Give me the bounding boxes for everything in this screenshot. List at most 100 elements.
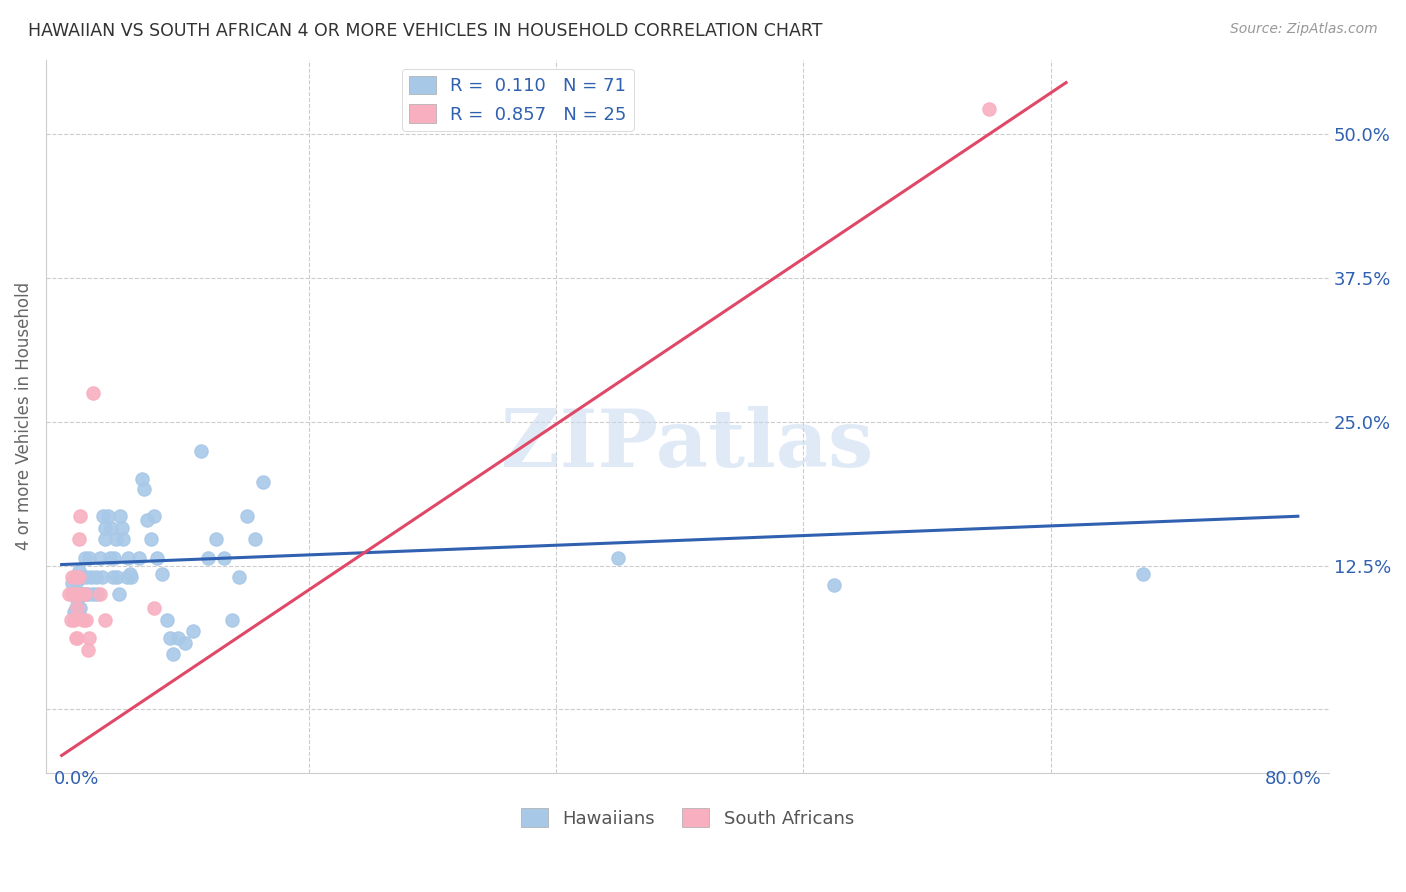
Point [67, 533, 90, 547]
Point [65, 631, 87, 645]
Point [97, 509, 120, 524]
Point [79, 550, 101, 565]
Point [75, 587, 97, 601]
Point [156, 613, 179, 627]
Point [112, 533, 135, 547]
Point [135, 513, 157, 527]
Point [65, 587, 87, 601]
Point [67, 570, 90, 584]
Point [252, 475, 274, 489]
Point [111, 521, 134, 535]
Point [166, 631, 188, 645]
Point [65, 570, 87, 584]
Point [236, 509, 259, 524]
Point [89, 550, 111, 565]
Point [73, 550, 96, 565]
Text: 80.0%: 80.0% [1264, 771, 1322, 789]
Point [69, 601, 91, 615]
Point [93, 509, 115, 524]
Point [197, 550, 219, 565]
Point [141, 533, 163, 547]
Point [63, 587, 86, 601]
Point [143, 601, 166, 615]
Point [128, 550, 150, 565]
Point [243, 533, 266, 547]
Point [62, 576, 84, 591]
Point [67, 587, 90, 601]
Point [75, 613, 97, 627]
Point [66, 593, 89, 607]
Point [77, 642, 100, 657]
Point [70, 587, 93, 601]
Point [66, 587, 89, 601]
Point [101, 570, 124, 584]
Point [70, 570, 93, 584]
Point [58, 587, 80, 601]
Point [174, 636, 197, 650]
Point [132, 482, 155, 496]
Point [62, 587, 84, 601]
Point [977, 102, 1000, 116]
Point [108, 587, 131, 601]
Text: HAWAIIAN VS SOUTH AFRICAN 4 OR MORE VEHICLES IN HOUSEHOLD CORRELATION CHART: HAWAIIAN VS SOUTH AFRICAN 4 OR MORE VEHI… [28, 22, 823, 40]
Point [69, 587, 91, 601]
Point [73, 587, 96, 601]
Point [89, 587, 111, 601]
Point [63, 587, 86, 601]
Point [823, 578, 845, 592]
Point [70, 587, 93, 601]
Point [150, 566, 173, 581]
Point [100, 521, 122, 535]
Point [63, 605, 86, 619]
Point [1132, 566, 1154, 581]
Text: 0.0%: 0.0% [53, 771, 100, 789]
Point [67, 608, 90, 623]
Point [212, 550, 235, 565]
Point [221, 613, 243, 627]
Point [115, 570, 138, 584]
Point [72, 587, 94, 601]
Point [80, 570, 103, 584]
Point [67, 565, 90, 579]
Point [79, 631, 101, 645]
Point [118, 566, 141, 581]
Point [86, 587, 108, 601]
Point [607, 550, 630, 565]
Point [75, 570, 97, 584]
Point [103, 550, 125, 565]
Text: Source: ZipAtlas.com: Source: ZipAtlas.com [1230, 22, 1378, 37]
Point [65, 570, 87, 584]
Point [72, 613, 94, 627]
Point [59, 613, 82, 627]
Point [120, 570, 142, 584]
Point [104, 533, 127, 547]
Point [66, 574, 89, 588]
Point [190, 443, 212, 458]
Point [90, 570, 112, 584]
Point [162, 647, 184, 661]
Point [63, 613, 86, 627]
Point [205, 533, 228, 547]
Point [228, 570, 250, 584]
Point [94, 521, 117, 535]
Legend: Hawaiians, South Africans: Hawaiians, South Africans [513, 801, 862, 835]
Point [94, 533, 117, 547]
Point [65, 601, 87, 615]
Text: ZIPatlas: ZIPatlas [502, 406, 873, 483]
Point [66, 601, 89, 615]
Point [159, 631, 181, 645]
Point [66, 631, 89, 645]
Y-axis label: 4 or more Vehicles in Household: 4 or more Vehicles in Household [15, 282, 32, 550]
Point [131, 472, 153, 486]
Point [77, 587, 100, 601]
Point [94, 613, 117, 627]
Point [69, 509, 91, 524]
Point [181, 624, 204, 639]
Point [82, 386, 104, 401]
Point [82, 587, 104, 601]
Point [84, 570, 107, 584]
Point [143, 509, 166, 524]
Point [110, 509, 132, 524]
Point [105, 570, 128, 584]
Point [98, 550, 121, 565]
